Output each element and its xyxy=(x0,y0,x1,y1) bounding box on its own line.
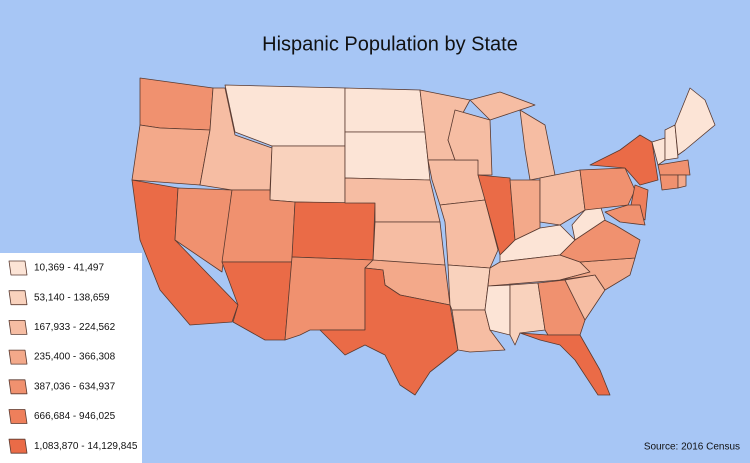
state xyxy=(284,256,374,341)
legend-label: 235,400 - 366,308 xyxy=(34,352,116,363)
legend-label: 666,684 - 946,025 xyxy=(34,411,116,422)
legend-swatch xyxy=(8,409,28,424)
state xyxy=(659,174,679,191)
state xyxy=(269,145,346,204)
state xyxy=(291,201,376,261)
source-note: Source: 2016 Census xyxy=(644,442,740,453)
state xyxy=(579,167,636,211)
state xyxy=(657,159,691,176)
state xyxy=(221,189,296,263)
state xyxy=(344,131,431,181)
state xyxy=(677,174,687,189)
map-title: Hispanic Population by State xyxy=(262,33,518,55)
legend-label: 53,140 - 138,659 xyxy=(34,292,110,303)
state xyxy=(131,124,211,186)
state xyxy=(319,267,459,396)
legend-label: 1,083,870 - 14,129,845 xyxy=(34,441,138,452)
state xyxy=(559,257,636,291)
state xyxy=(604,204,646,226)
legend-swatch xyxy=(8,379,28,395)
legend-swatch xyxy=(8,290,28,306)
state xyxy=(519,332,611,396)
state xyxy=(174,187,233,273)
state xyxy=(344,87,426,133)
legend: 10,369 - 41,497 53,140 - 138,659 167,933 -… xyxy=(8,260,138,454)
legend-swatch xyxy=(8,349,28,365)
states xyxy=(131,77,716,396)
state xyxy=(447,109,493,176)
state xyxy=(664,124,679,161)
legend-label: 167,933 - 224,562 xyxy=(34,322,116,333)
legend-swatch xyxy=(8,438,28,454)
legend-swatch xyxy=(8,260,28,276)
legend-label: 10,369 - 41,497 xyxy=(34,263,104,274)
legend-swatch xyxy=(8,319,28,335)
state xyxy=(674,87,716,156)
state xyxy=(372,221,446,266)
state xyxy=(484,284,511,336)
state xyxy=(469,91,536,121)
state xyxy=(447,264,491,311)
state xyxy=(539,169,586,226)
legend-label: 387,036 - 634,937 xyxy=(34,381,116,392)
state xyxy=(589,134,659,186)
